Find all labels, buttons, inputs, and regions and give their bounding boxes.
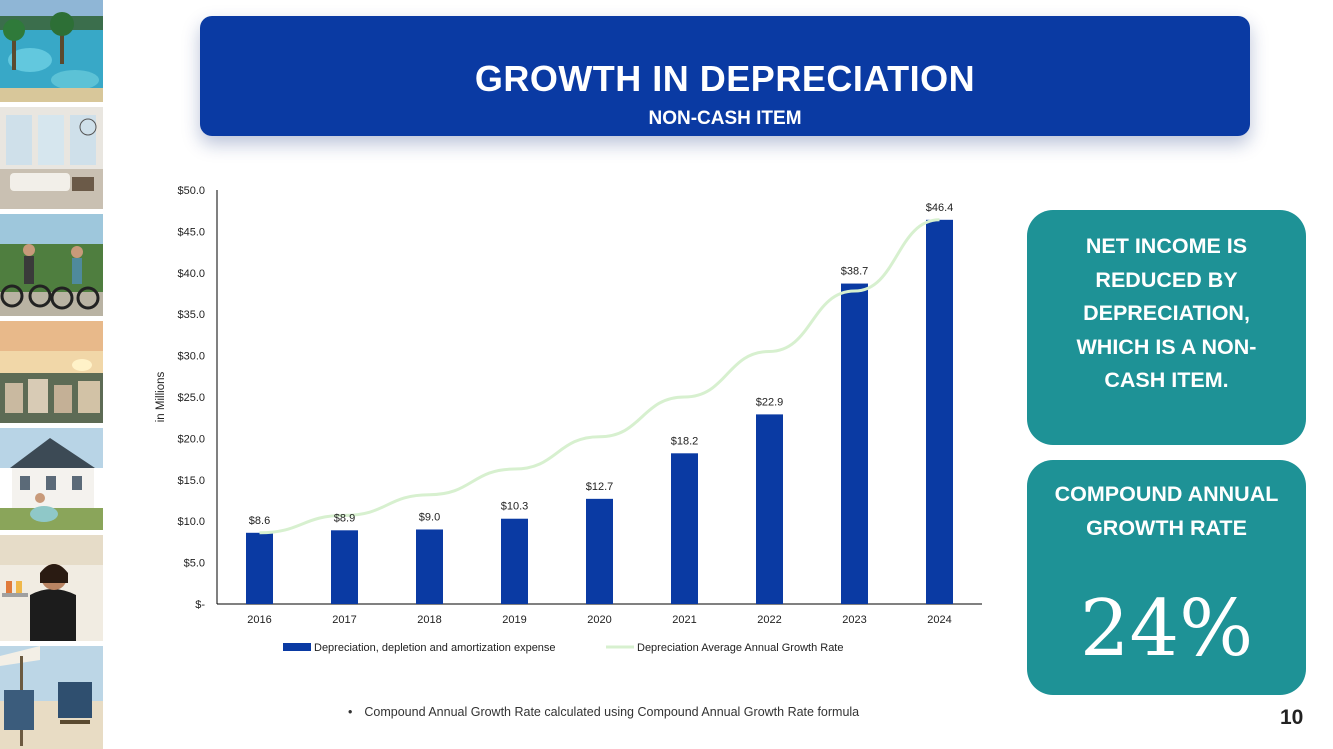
bar-2023 (841, 283, 868, 604)
living-room-photo (0, 107, 103, 209)
bar-2017 (331, 530, 358, 604)
bike-riders-photo (0, 214, 103, 316)
data-label-2016: $8.6 (249, 515, 270, 527)
chart-canvas: $- $5.0 $10.0 $15.0 $20.0 $25.0 $30.0 $35.0 $40.… (155, 185, 982, 654)
bar-2022 (756, 414, 783, 604)
data-label-2020: $12.7 (586, 481, 614, 493)
y-tick-label: $10.0 (177, 516, 205, 528)
net-income-text: NET INCOME IS REDUCED BY DEPRECIATION, W… (1076, 234, 1257, 392)
data-label-2024: $46.4 (926, 202, 954, 214)
bar-2021 (671, 453, 698, 604)
bar-2019 (501, 518, 528, 604)
y-axis-title: in Millions (155, 372, 167, 423)
bar-2018 (416, 529, 443, 604)
footnote-text: Compound Annual Growth Rate calculated u… (364, 705, 860, 719)
depreciation-chart: $- $5.0 $10.0 $15.0 $20.0 $25.0 $30.0 $35.0 $40.… (140, 170, 1000, 670)
x-tick-label: 2016 (247, 614, 271, 626)
footnote: • Compound Annual Growth Rate calculated … (348, 705, 859, 719)
data-label-2021: $18.2 (671, 435, 699, 447)
data-label-2022: $22.9 (756, 396, 784, 408)
x-tick-label: 2018 (417, 614, 441, 626)
x-tick-label: 2022 (757, 614, 781, 626)
y-tick-label: $20.0 (177, 433, 205, 445)
data-label-2018: $9.0 (419, 511, 440, 523)
bar-2016 (246, 532, 273, 604)
x-tick-label: 2020 (587, 614, 611, 626)
x-tick-label: 2021 (672, 614, 696, 626)
cagr-label: COMPOUND ANNUAL GROWTH RATE (1054, 482, 1279, 540)
page-number: 10 (1280, 706, 1304, 729)
sunset-rooftops-photo (0, 321, 103, 423)
x-tick-label: 2017 (332, 614, 356, 626)
legend-label-line: Depreciation Average Annual Growth Rate (637, 642, 843, 654)
y-tick-label: $45.0 (177, 226, 205, 238)
y-tick-label: $40.0 (177, 268, 205, 280)
y-tick-label: $35.0 (177, 309, 205, 321)
data-label-2019: $10.3 (501, 501, 529, 513)
house-scooter-photo (0, 428, 103, 530)
page-subtitle: NON-CASH ITEM (648, 108, 802, 129)
y-tick-label: $- (195, 599, 205, 611)
x-tick-label: 2023 (842, 614, 866, 626)
y-tick-label: $25.0 (177, 392, 205, 404)
legend-label-bar: Depreciation, depletion and amortization… (314, 642, 556, 654)
net-income-callout: NET INCOME IS REDUCED BY DEPRECIATION, W… (1027, 210, 1306, 445)
y-tick-label: $5.0 (184, 558, 205, 570)
server-with-drinks-photo (0, 535, 103, 641)
page-title: GROWTH IN DEPRECIATION (474, 58, 976, 99)
data-label-2023: $38.7 (841, 266, 869, 278)
y-tick-label: $15.0 (177, 475, 205, 487)
x-tick-label: 2019 (502, 614, 526, 626)
data-label-2017: $8.9 (334, 512, 355, 524)
y-tick-label: $50.0 (177, 185, 205, 197)
x-tick-label: 2024 (927, 614, 951, 626)
growth-rate-line (259, 218, 940, 535)
legend-swatch-bar (283, 643, 311, 651)
resort-pool-photo (0, 0, 103, 102)
y-tick-label: $30.0 (177, 351, 205, 363)
header-banner: GROWTH IN DEPRECIATION NON-CASH ITEM (200, 16, 1250, 136)
beach-chairs-photo (0, 646, 103, 749)
bar-2020 (586, 498, 613, 604)
photo-strip (0, 0, 103, 749)
footnote-bullet: • (348, 705, 353, 719)
cagr-value: 24% (1079, 584, 1254, 674)
cagr-callout: COMPOUND ANNUAL GROWTH RATE 24% (1027, 460, 1306, 695)
bar-2024 (926, 219, 953, 605)
